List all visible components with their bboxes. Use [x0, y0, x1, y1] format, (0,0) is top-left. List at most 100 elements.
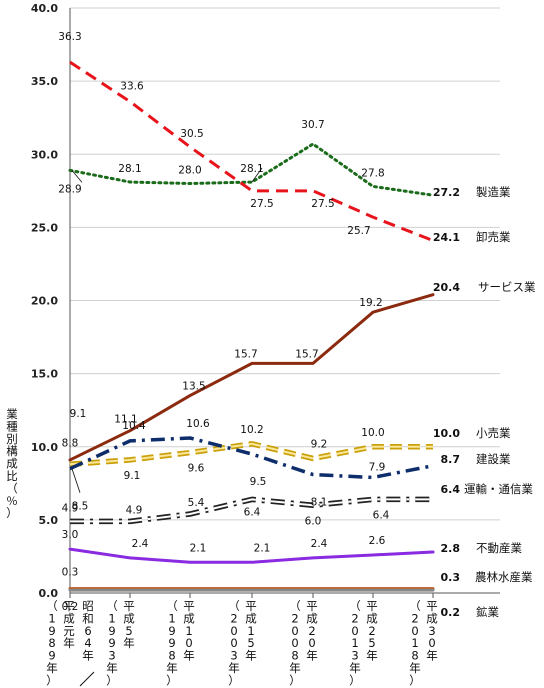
- x-label-char: 成: [6, 457, 18, 471]
- data-label: 6.4: [373, 509, 390, 521]
- x-label-char: ）: [228, 673, 240, 687]
- x-label-char: 年: [306, 649, 318, 663]
- data-label: 10.2: [240, 424, 263, 436]
- x-label-char: 3: [108, 649, 115, 663]
- x-label-char: 3: [428, 624, 435, 638]
- x-label-char: 9: [108, 636, 115, 650]
- series-name-label: 不動産業: [476, 541, 522, 555]
- data-label: 10.0: [361, 427, 384, 439]
- data-label: 8.8: [62, 437, 79, 449]
- x-label-char: （: [166, 599, 178, 613]
- data-label: 2.4: [132, 538, 149, 550]
- series-line-4: [69, 436, 434, 480]
- x-label-char: 9: [48, 624, 55, 638]
- axes: [69, 8, 500, 598]
- x-label-char: 9: [48, 649, 55, 663]
- x-label-char: 和: [82, 611, 94, 625]
- x-label-separator: [79, 671, 95, 687]
- data-label: 8.5: [72, 501, 89, 513]
- x-label-char: 0: [308, 636, 315, 650]
- x-label-char: 年: [366, 649, 378, 663]
- x-label-char: 0: [230, 624, 237, 638]
- x-label-char: 0: [230, 636, 237, 650]
- x-label-char: 5: [125, 624, 132, 638]
- x-label-char: 年: [63, 636, 75, 650]
- x-label-char: （: [46, 599, 58, 613]
- data-label: 9.1: [70, 408, 87, 420]
- x-label-char: 8: [411, 649, 418, 663]
- x-label-char: ）: [46, 673, 58, 687]
- x-label-char: 種: [6, 419, 18, 433]
- series-name-label: 卸売業: [476, 230, 511, 244]
- data-label: 27.5: [311, 198, 334, 210]
- x-label-char: 3: [230, 649, 237, 663]
- x-label-char: 0: [428, 636, 435, 650]
- x-label-char: 0: [291, 624, 298, 638]
- series-name-label: 建設業: [476, 452, 511, 466]
- x-label-char: 2: [291, 611, 298, 625]
- data-label: 25.7: [347, 225, 370, 237]
- end-value-label: 6.4: [441, 483, 461, 496]
- series-name-label: 農林水産業: [475, 570, 533, 584]
- data-label: 10.4: [122, 420, 146, 432]
- y-tick-label: 25.0: [31, 221, 58, 234]
- x-label-char: 8: [48, 636, 55, 650]
- data-label: 28.1: [118, 163, 141, 175]
- x-label-char: （: [409, 599, 421, 613]
- series-end-labels: 27.2 製造業 24.1 卸売業 20.4 サービス業 10.0 小売業 8.7 建設業 6.4 運…: [433, 185, 536, 619]
- x-label-char: （: [106, 599, 118, 613]
- x-label-char: 成: [245, 611, 257, 625]
- leader-line: [71, 468, 81, 493]
- data-label: 6.4: [244, 506, 261, 518]
- x-label-char: 成: [366, 611, 378, 625]
- x-label-char: 8: [168, 649, 175, 663]
- x-label-char: 1: [108, 611, 115, 625]
- x-label-char: 9: [168, 624, 175, 638]
- x-label-char: 別: [6, 432, 18, 446]
- data-label: 7.9: [369, 461, 386, 473]
- series-line-2: [68, 293, 435, 462]
- data-label: 9.5: [250, 476, 267, 488]
- x-label-char: 平: [245, 599, 257, 613]
- x-label-char: 比: [6, 469, 18, 483]
- data-label: 2.1: [254, 542, 271, 554]
- y-tick-label: 20.0: [31, 295, 58, 308]
- x-label-char: 平: [306, 599, 318, 613]
- x-label-char: 年: [46, 661, 58, 675]
- x-label-char: 元: [63, 624, 75, 638]
- x-label-char: 年: [166, 661, 178, 675]
- series-name-label: 小売業: [476, 426, 511, 440]
- x-label-char: 成: [183, 611, 195, 625]
- data-label: 19.2: [359, 297, 382, 309]
- x-label-char: 平: [183, 599, 195, 613]
- data-label: 4.9: [62, 502, 79, 514]
- data-label: 2.4: [311, 538, 328, 550]
- leader-line: [71, 170, 83, 183]
- x-label-char: 平: [366, 599, 378, 613]
- x-label-char: 年: [123, 636, 135, 650]
- x-label-char: 平: [123, 599, 135, 613]
- x-label-char: ％: [6, 494, 18, 508]
- x-label-char: 0: [291, 636, 298, 650]
- data-label: 28.0: [178, 165, 201, 177]
- end-value-label: 0.2: [441, 606, 461, 619]
- data-label: 36.3: [58, 31, 81, 43]
- series-name-label: 運輸・通信業: [464, 482, 533, 496]
- x-label-char: （: [228, 599, 240, 613]
- data-label: 5.4: [188, 497, 205, 509]
- end-value-label: 8.7: [441, 453, 461, 466]
- end-value-label: 24.1: [433, 231, 460, 244]
- x-label-char: 1: [168, 611, 175, 625]
- x-label-char: 4: [84, 636, 91, 650]
- x-label-char: 成: [63, 611, 75, 625]
- x-label-char: ）: [349, 673, 361, 687]
